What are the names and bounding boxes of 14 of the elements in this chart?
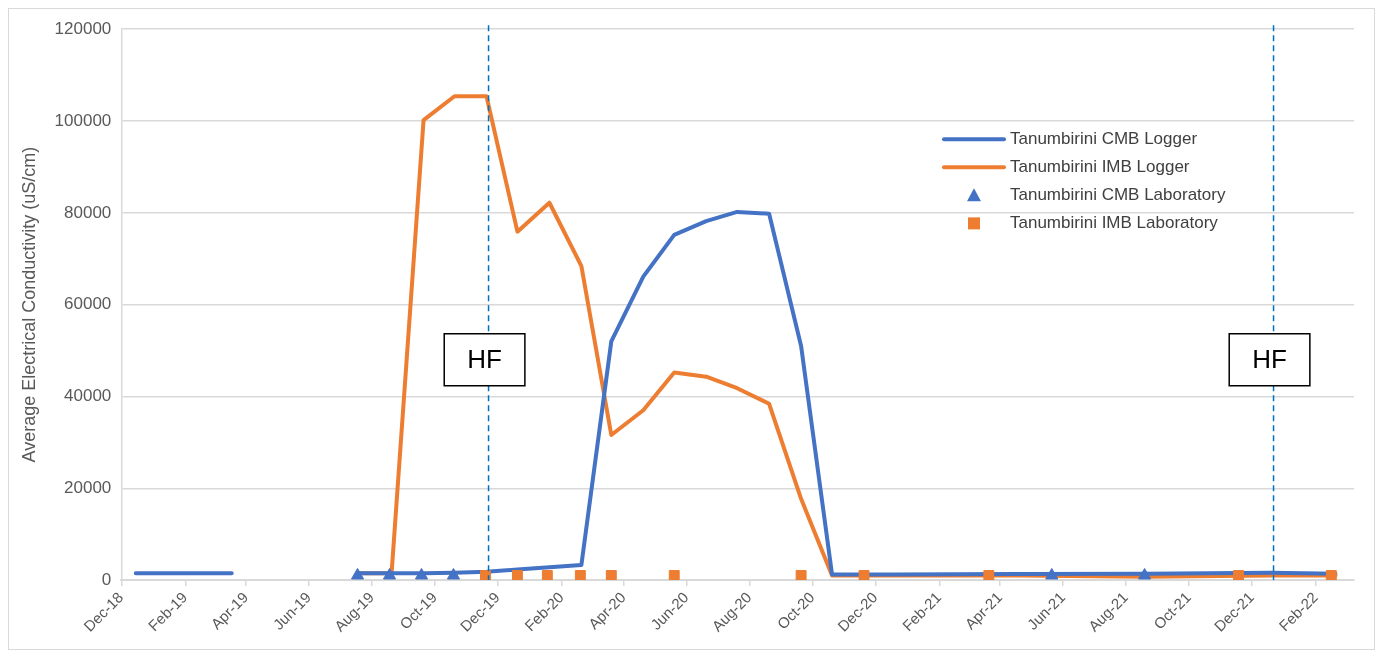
ref-line-label: HF (467, 343, 502, 374)
legend-label: Tanumbirini IMB Laboratory (1010, 213, 1219, 233)
y-axis-title: Average Electrical Conductivity (uS/cm) (18, 146, 39, 463)
y-tick-label: 40000 (64, 386, 112, 406)
y-tick-label: 0 (101, 569, 112, 589)
y-tick-label: 20000 (64, 477, 112, 497)
y-tick-label: 100000 (54, 110, 112, 130)
legend-label: Tanumbirini IMB Logger (1010, 157, 1190, 177)
y-tick-label: 120000 (54, 18, 112, 38)
legend-label: Tanumbirini CMB Laboratory (1010, 185, 1226, 205)
ref-line-label: HF (1252, 343, 1287, 374)
y-tick-label: 60000 (64, 294, 112, 314)
legend-label: Tanumbirini CMB Logger (1010, 129, 1198, 149)
y-tick-label: 80000 (64, 202, 112, 222)
